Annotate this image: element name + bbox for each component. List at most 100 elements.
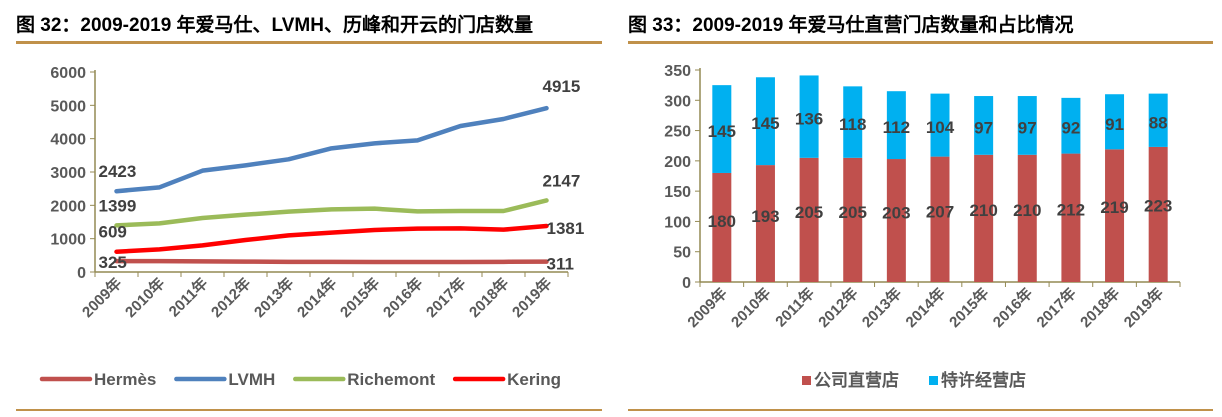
bar-direct	[1017, 154, 1037, 282]
left-x-tick-label: 2012年	[207, 274, 254, 321]
right-chart-title: 图 33：2009-2019 年爱马仕直营门店数量和占比情况	[628, 15, 1074, 36]
bar-direct	[843, 157, 863, 282]
left-x-tick-label: 2019年	[508, 274, 555, 321]
left-x-tick-label: 2013年	[250, 274, 297, 321]
right-y-tick-label: 50	[673, 245, 691, 262]
right-x-tick-label: 2011年	[772, 284, 818, 330]
legend-swatch-franchise	[929, 376, 938, 385]
bar-data-label: 145	[751, 114, 779, 133]
data-label-first: 2423	[99, 162, 137, 181]
bar-data-label: 104	[926, 118, 955, 137]
left-y-tick-label: 1000	[50, 232, 86, 249]
left-x-tick-label: 2010年	[121, 274, 168, 321]
bar-direct	[1105, 149, 1125, 282]
bar-franchise	[974, 96, 994, 155]
bar-data-label: 210	[969, 201, 997, 220]
data-label-last: 1381	[547, 219, 585, 238]
legend-label-hermès: Hermès	[94, 370, 156, 389]
right-y-tick-label: 150	[664, 184, 691, 201]
bar-data-label: 88	[1149, 113, 1168, 132]
left-x-tick-label: 2016年	[379, 274, 426, 321]
bar-direct	[755, 165, 775, 282]
line-series-lvmh	[114, 105, 549, 194]
bar-direct	[712, 172, 732, 282]
line-series-kering	[114, 223, 549, 254]
bar-direct	[1148, 146, 1168, 282]
left-x-tick-label: 2018年	[465, 274, 512, 321]
legend-label-kering: Kering	[507, 370, 561, 389]
left-y-tick-label: 4000	[50, 132, 86, 149]
bar-data-label: 210	[1013, 201, 1041, 220]
right-x-tick-label: 2018年	[1076, 284, 1123, 331]
left-x-tick-label: 2017年	[422, 274, 469, 321]
bar-data-label: 97	[1018, 118, 1037, 137]
bar-franchise	[1061, 97, 1081, 154]
right-x-tick-label: 2013年	[858, 284, 905, 331]
line-series-richemont	[114, 198, 549, 228]
bar-data-label: 180	[708, 212, 736, 231]
bar-data-label: 145	[708, 122, 736, 141]
bar-direct	[930, 156, 950, 282]
bar-data-label: 91	[1105, 115, 1124, 134]
right-y-tick-label: 0	[682, 275, 691, 292]
right-x-tick-label: 2015年	[946, 284, 993, 331]
bar-data-label: 205	[795, 203, 823, 222]
bar-franchise	[1148, 93, 1168, 147]
left-y-tick-label: 0	[77, 265, 86, 282]
bar-data-label: 207	[926, 202, 954, 221]
right-x-tick-label: 2016年	[989, 284, 1036, 331]
right-y-tick-label: 100	[664, 214, 691, 231]
left-y-tick-label: 2000	[50, 198, 86, 215]
bar-franchise	[886, 91, 906, 160]
right-x-tick-label: 2010年	[727, 284, 774, 331]
left-bottom-rule	[16, 409, 602, 411]
bar-franchise	[712, 85, 732, 173]
bar-data-label: 112	[883, 118, 910, 137]
bar-data-label: 205	[839, 203, 867, 222]
data-label-last: 311	[547, 255, 574, 274]
data-label-first: 1399	[99, 196, 137, 215]
right-x-tick-label: 2012年	[815, 284, 862, 331]
right-x-tick-label: 2014年	[902, 284, 949, 331]
left-x-tick-label: 2011年	[165, 274, 211, 320]
right-y-tick-label: 200	[664, 154, 691, 171]
right-y-tick-label: 350	[664, 63, 691, 80]
legend-label-richemont: Richemont	[347, 370, 435, 389]
bar-data-label: 212	[1057, 201, 1085, 220]
data-label-last: 2147	[543, 171, 581, 190]
left-y-tick-label: 5000	[50, 98, 86, 115]
bar-data-label: 97	[974, 118, 993, 137]
bar-data-label: 223	[1144, 197, 1172, 216]
legend-label-franchise: 特许经营店	[941, 370, 1026, 390]
data-label-first: 609	[99, 223, 127, 242]
bar-data-label: 92	[1061, 119, 1080, 138]
legend-swatch-direct	[802, 376, 811, 385]
right-x-tick-label: 2019年	[1120, 284, 1167, 331]
left-x-tick-label: 2015年	[336, 274, 383, 321]
bar-franchise	[1105, 94, 1125, 150]
left-y-tick-label: 6000	[50, 65, 86, 82]
right-y-tick-label: 300	[664, 93, 691, 110]
right-title-rule	[628, 41, 1213, 44]
right-x-tick-label: 2017年	[1033, 284, 1080, 331]
data-label-last: 4915	[543, 77, 581, 96]
data-label-first: 325	[99, 253, 127, 272]
bar-direct	[799, 157, 819, 282]
bar-franchise	[843, 86, 863, 158]
bar-direct	[886, 159, 906, 282]
bar-data-label: 219	[1100, 198, 1128, 217]
left-chart-title: 图 32：2009-2019 年爱马仕、LVMH、历峰和开云的门店数量	[16, 15, 533, 36]
right-bottom-rule	[628, 409, 1213, 411]
bar-franchise	[799, 75, 819, 158]
bar-franchise	[755, 77, 775, 166]
left-x-tick-label: 2014年	[293, 274, 340, 321]
bar-data-label: 118	[839, 115, 866, 134]
left-y-tick-label: 3000	[50, 165, 86, 182]
bar-direct	[974, 154, 994, 282]
line-series-hermès	[114, 258, 549, 265]
bar-data-label: 193	[751, 207, 779, 226]
bar-data-label: 136	[795, 110, 823, 129]
bar-franchise	[930, 93, 950, 157]
